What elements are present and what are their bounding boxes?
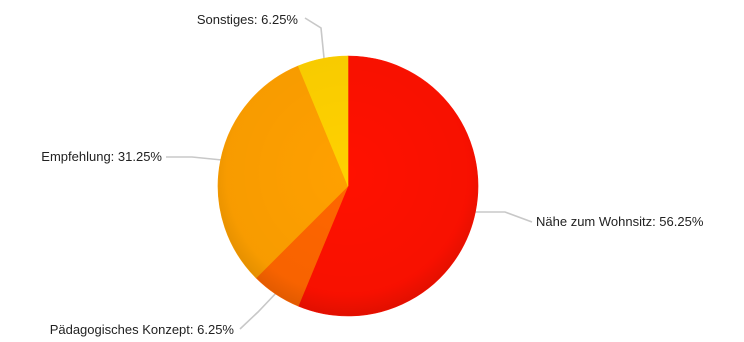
slice-label-1: Nähe zum Wohnsitz: 56.25% bbox=[536, 214, 704, 229]
slice-label-2: Pädagogisches Konzept: 6.25% bbox=[50, 322, 235, 337]
label-connectors bbox=[166, 17, 533, 330]
label-connector-4 bbox=[304, 17, 325, 59]
pie-shade-overlay bbox=[218, 56, 478, 316]
label-connector-3 bbox=[166, 156, 223, 161]
slice-labels: Nähe zum Wohnsitz: 56.25% Pädagogisches K… bbox=[41, 12, 704, 337]
slice-label-4: Sonstiges: 6.25% bbox=[197, 12, 299, 27]
slice-label-3: Empfehlung: 31.25% bbox=[41, 149, 162, 164]
label-connector-2 bbox=[239, 290, 279, 330]
pie-shading bbox=[218, 56, 478, 316]
label-connector-1 bbox=[468, 211, 533, 223]
